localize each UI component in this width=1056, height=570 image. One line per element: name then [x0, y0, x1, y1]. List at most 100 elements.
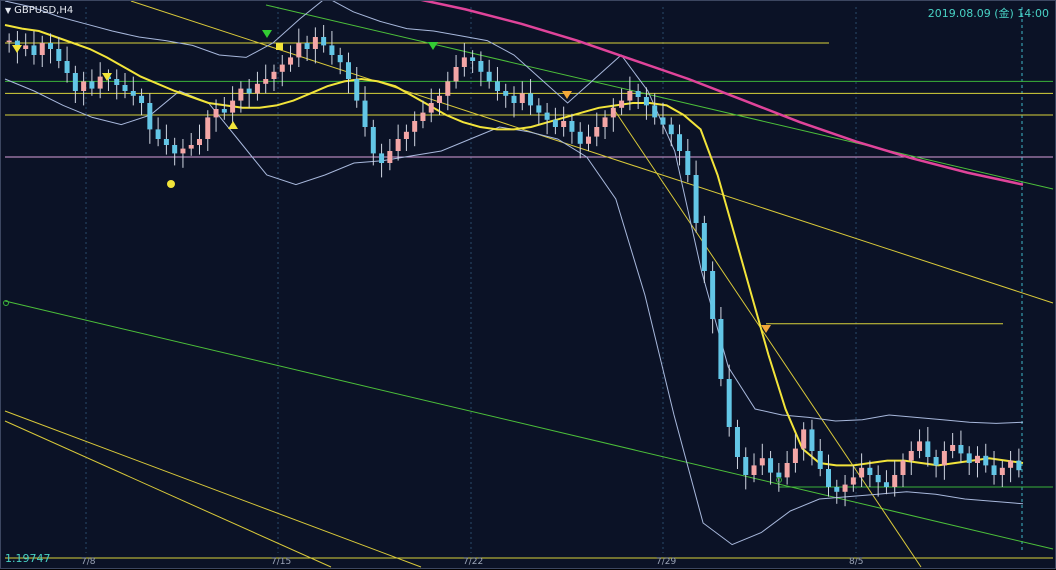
candle-body	[213, 109, 219, 118]
moving-averages	[4, 1, 1024, 467]
candle-body	[585, 136, 591, 144]
candle-body	[321, 37, 327, 46]
candle-body	[908, 451, 914, 461]
candle-body	[304, 43, 310, 49]
level-anchor-icon	[3, 300, 9, 306]
candle-body	[279, 64, 285, 72]
candle-body	[188, 145, 194, 149]
trend-line	[4, 300, 1054, 550]
candle-body	[933, 457, 939, 466]
sell-arrow-icon	[262, 30, 272, 38]
signal-square-icon	[276, 43, 283, 50]
trend-lines[interactable]	[4, 1, 1054, 568]
candle-body	[701, 223, 707, 271]
ma-slow-line	[420, 1, 1024, 186]
dropdown-triangle-icon[interactable]: ▼	[5, 6, 12, 15]
candle-body	[238, 88, 244, 101]
candle-body	[577, 131, 583, 144]
trend-line	[4, 410, 422, 568]
candle-body	[155, 129, 161, 139]
candle-body	[428, 103, 434, 113]
candle-body	[850, 477, 856, 485]
candle-body	[519, 93, 525, 103]
candle-body	[826, 469, 832, 487]
candle-body	[710, 271, 716, 319]
signal-markers	[3, 30, 782, 483]
candle-body	[461, 57, 467, 67]
candle-body	[734, 427, 740, 457]
candle-body	[817, 451, 823, 469]
candle-body	[486, 71, 492, 82]
candle-body	[743, 457, 749, 475]
candle-body	[437, 95, 443, 103]
candle-body	[345, 62, 351, 79]
candle-body	[271, 71, 277, 79]
candle-body	[379, 153, 385, 163]
candle-body	[163, 139, 169, 145]
candle-body	[387, 151, 393, 163]
trend-line	[265, 4, 1054, 190]
candle-body	[966, 453, 972, 463]
candle-body	[221, 109, 227, 113]
candle-body	[48, 43, 54, 49]
candle-body	[677, 134, 683, 151]
candle-body	[39, 43, 45, 55]
candle-body	[478, 61, 484, 72]
candle-body	[552, 119, 558, 127]
candle-body	[172, 145, 178, 154]
sell-arrow-icon	[102, 73, 112, 81]
candle-body	[751, 465, 757, 475]
candle-body	[834, 487, 840, 492]
symbol-label: GBPUSD,H4	[14, 5, 74, 16]
candle-body	[122, 85, 128, 91]
candle-body	[883, 482, 889, 487]
candle-body	[610, 107, 616, 118]
candle-body	[89, 81, 95, 89]
candle-body	[453, 67, 459, 82]
candle-body	[362, 100, 368, 127]
candle-body	[254, 83, 260, 94]
symbol-title[interactable]: ▼ GBPUSD,H4	[5, 5, 73, 16]
candle-body	[81, 81, 87, 91]
candle-body	[536, 105, 542, 113]
candle-body	[619, 100, 625, 108]
candle-body	[561, 121, 567, 127]
x-tick-label: 8/5	[849, 557, 864, 567]
candle-body	[64, 61, 70, 73]
candle-body	[668, 124, 674, 135]
candle-body	[470, 57, 476, 61]
sell-arrow-icon	[761, 325, 771, 333]
candle-body	[892, 475, 898, 487]
buy-arrow-icon	[228, 121, 238, 129]
candle-body	[809, 429, 815, 451]
candle-body	[420, 112, 426, 121]
candle-body	[445, 81, 451, 96]
sell-arrow-icon	[562, 91, 572, 99]
candle-body	[950, 445, 956, 451]
candle-body	[776, 472, 782, 478]
x-tick-label: 7/29	[656, 557, 677, 567]
candle-body	[635, 91, 641, 97]
candle-body	[494, 81, 500, 91]
candle-body	[130, 91, 136, 96]
x-tick-label: 7/8	[81, 557, 96, 567]
candle-body	[974, 455, 980, 463]
signal-dot-icon	[167, 180, 175, 188]
candle-body	[652, 105, 658, 118]
candle-body	[792, 448, 798, 463]
candle-body	[941, 451, 947, 466]
level-anchor-icon	[776, 477, 782, 483]
candle-body	[14, 40, 20, 49]
candle-body	[412, 121, 418, 132]
bollinger-upper-line	[4, 1, 1024, 424]
candle-body	[511, 95, 517, 103]
candle-body	[337, 55, 343, 63]
candle-body	[114, 79, 120, 85]
candle-body	[296, 43, 302, 58]
candle-body	[693, 175, 699, 223]
candle-body	[859, 467, 865, 478]
candle-body	[569, 121, 575, 132]
grid-lines	[85, 7, 1023, 553]
